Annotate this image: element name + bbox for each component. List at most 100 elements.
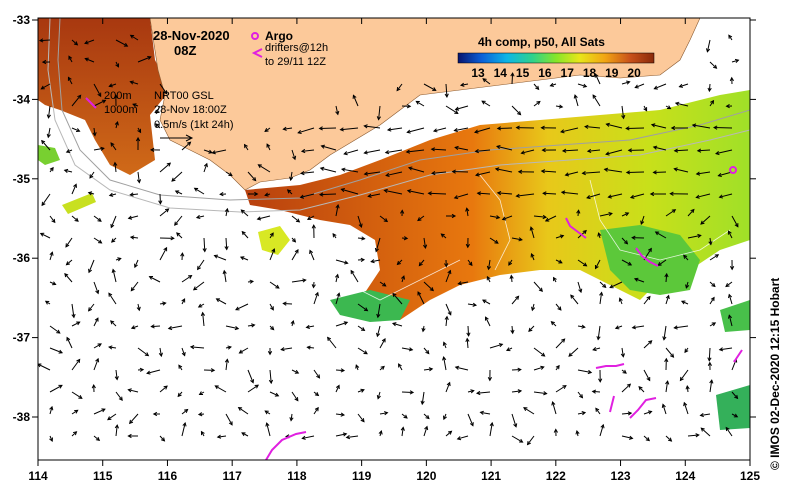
current-arrow — [477, 192, 491, 195]
current-arrow — [605, 149, 623, 155]
current-arrow-head — [665, 380, 670, 385]
current-arrow — [551, 321, 557, 327]
current-arrow — [115, 391, 123, 401]
current-arrow-head — [609, 284, 614, 289]
current-arrow-head — [645, 437, 651, 442]
current-arrow-head — [257, 164, 262, 169]
current-arrow — [320, 167, 337, 173]
current-arrow-head — [147, 55, 152, 60]
current-arrow — [467, 413, 474, 426]
current-arrow — [71, 127, 80, 132]
current-arrow — [679, 369, 689, 381]
current-arrow — [475, 171, 491, 176]
current-arrow-head — [607, 194, 612, 199]
current-arrow-head — [130, 287, 135, 292]
colorbar-tick-label: 19 — [605, 66, 619, 80]
current-arrow — [225, 413, 233, 426]
current-arrow — [239, 347, 249, 354]
current-arrow-head — [581, 324, 586, 329]
current-arrow — [674, 168, 689, 173]
current-arrow-head — [380, 365, 385, 370]
current-arrow-head — [576, 209, 581, 214]
current-arrow — [241, 209, 249, 217]
current-arrow — [225, 171, 233, 176]
current-arrow — [555, 303, 562, 311]
current-arrow-head — [271, 248, 276, 253]
current-arrow-head — [505, 347, 511, 352]
current-arrow-head — [251, 323, 256, 328]
current-arrow — [552, 401, 557, 415]
current-arrow — [406, 149, 425, 153]
current-arrow — [510, 275, 513, 283]
current-arrow — [725, 427, 733, 437]
current-arrow-head — [707, 361, 713, 366]
current-arrow-head — [444, 263, 449, 268]
drifter-track-8 — [85, 97, 97, 109]
current-arrow-head — [653, 85, 658, 90]
current-arrow — [291, 391, 299, 401]
current-arrow-head — [432, 87, 437, 91]
current-arrow — [665, 381, 669, 393]
lon-label: 121 — [481, 469, 501, 483]
current-arrow — [511, 413, 517, 427]
current-arrow-head — [227, 345, 232, 350]
current-arrow-head — [146, 370, 151, 375]
current-arrow-head — [540, 365, 545, 370]
current-arrow-head — [440, 233, 445, 238]
current-arrow — [445, 430, 452, 437]
current-arrow-head — [428, 367, 434, 372]
current-arrow-head — [49, 251, 54, 256]
current-arrow-head — [385, 172, 390, 178]
current-arrow-head — [727, 230, 732, 235]
current-arrow-head — [674, 101, 680, 106]
current-arrow-head — [690, 208, 695, 214]
lon-label: 116 — [158, 469, 178, 483]
current-arrow-head — [595, 407, 600, 412]
current-arrow-head — [422, 244, 428, 250]
current-arrow-head — [447, 430, 453, 435]
current-arrow — [240, 256, 249, 261]
current-arrow-head — [300, 148, 306, 154]
drifter-track-1 — [565, 217, 587, 239]
current-arrow — [533, 101, 541, 107]
drifter-track-4 — [609, 395, 615, 413]
current-arrow-head — [602, 283, 607, 289]
current-arrow-head — [289, 176, 294, 182]
current-arrow — [397, 259, 403, 265]
current-arrow-head — [454, 106, 460, 111]
current-arrow — [467, 303, 477, 306]
current-arrow — [718, 171, 733, 177]
current-arrow — [626, 171, 645, 174]
current-arrow — [392, 293, 403, 305]
current-arrow — [696, 171, 711, 175]
current-arrow-head — [729, 266, 735, 271]
current-arrow-head — [335, 203, 340, 209]
current-arrow — [488, 259, 491, 270]
current-arrow-head — [392, 292, 397, 298]
current-arrow — [599, 292, 603, 305]
current-arrow — [592, 390, 601, 393]
current-arrow-head — [596, 336, 601, 341]
current-arrow — [93, 127, 96, 136]
current-arrow-head — [219, 192, 224, 197]
current-arrow-head — [299, 194, 305, 199]
current-arrow-head — [540, 125, 545, 130]
current-arrow — [235, 303, 249, 311]
contour-1000m — [47, 18, 750, 213]
current-arrow-head — [474, 148, 479, 154]
current-arrow-head — [340, 188, 345, 193]
current-arrow — [65, 237, 73, 248]
current-arrow-head — [517, 389, 523, 394]
drifter-track-6 — [265, 431, 307, 460]
current-arrow-head — [41, 139, 46, 145]
current-arrow — [68, 56, 73, 63]
current-arrow — [335, 413, 345, 416]
current-arrow-head — [696, 148, 702, 153]
current-arrow — [489, 237, 499, 244]
current-arrow-head — [396, 260, 401, 266]
current-arrow — [290, 413, 293, 421]
current-arrow-head — [158, 352, 163, 358]
current-arrow-head — [648, 410, 653, 415]
current-arrow — [643, 369, 651, 381]
current-arrow — [621, 259, 632, 266]
